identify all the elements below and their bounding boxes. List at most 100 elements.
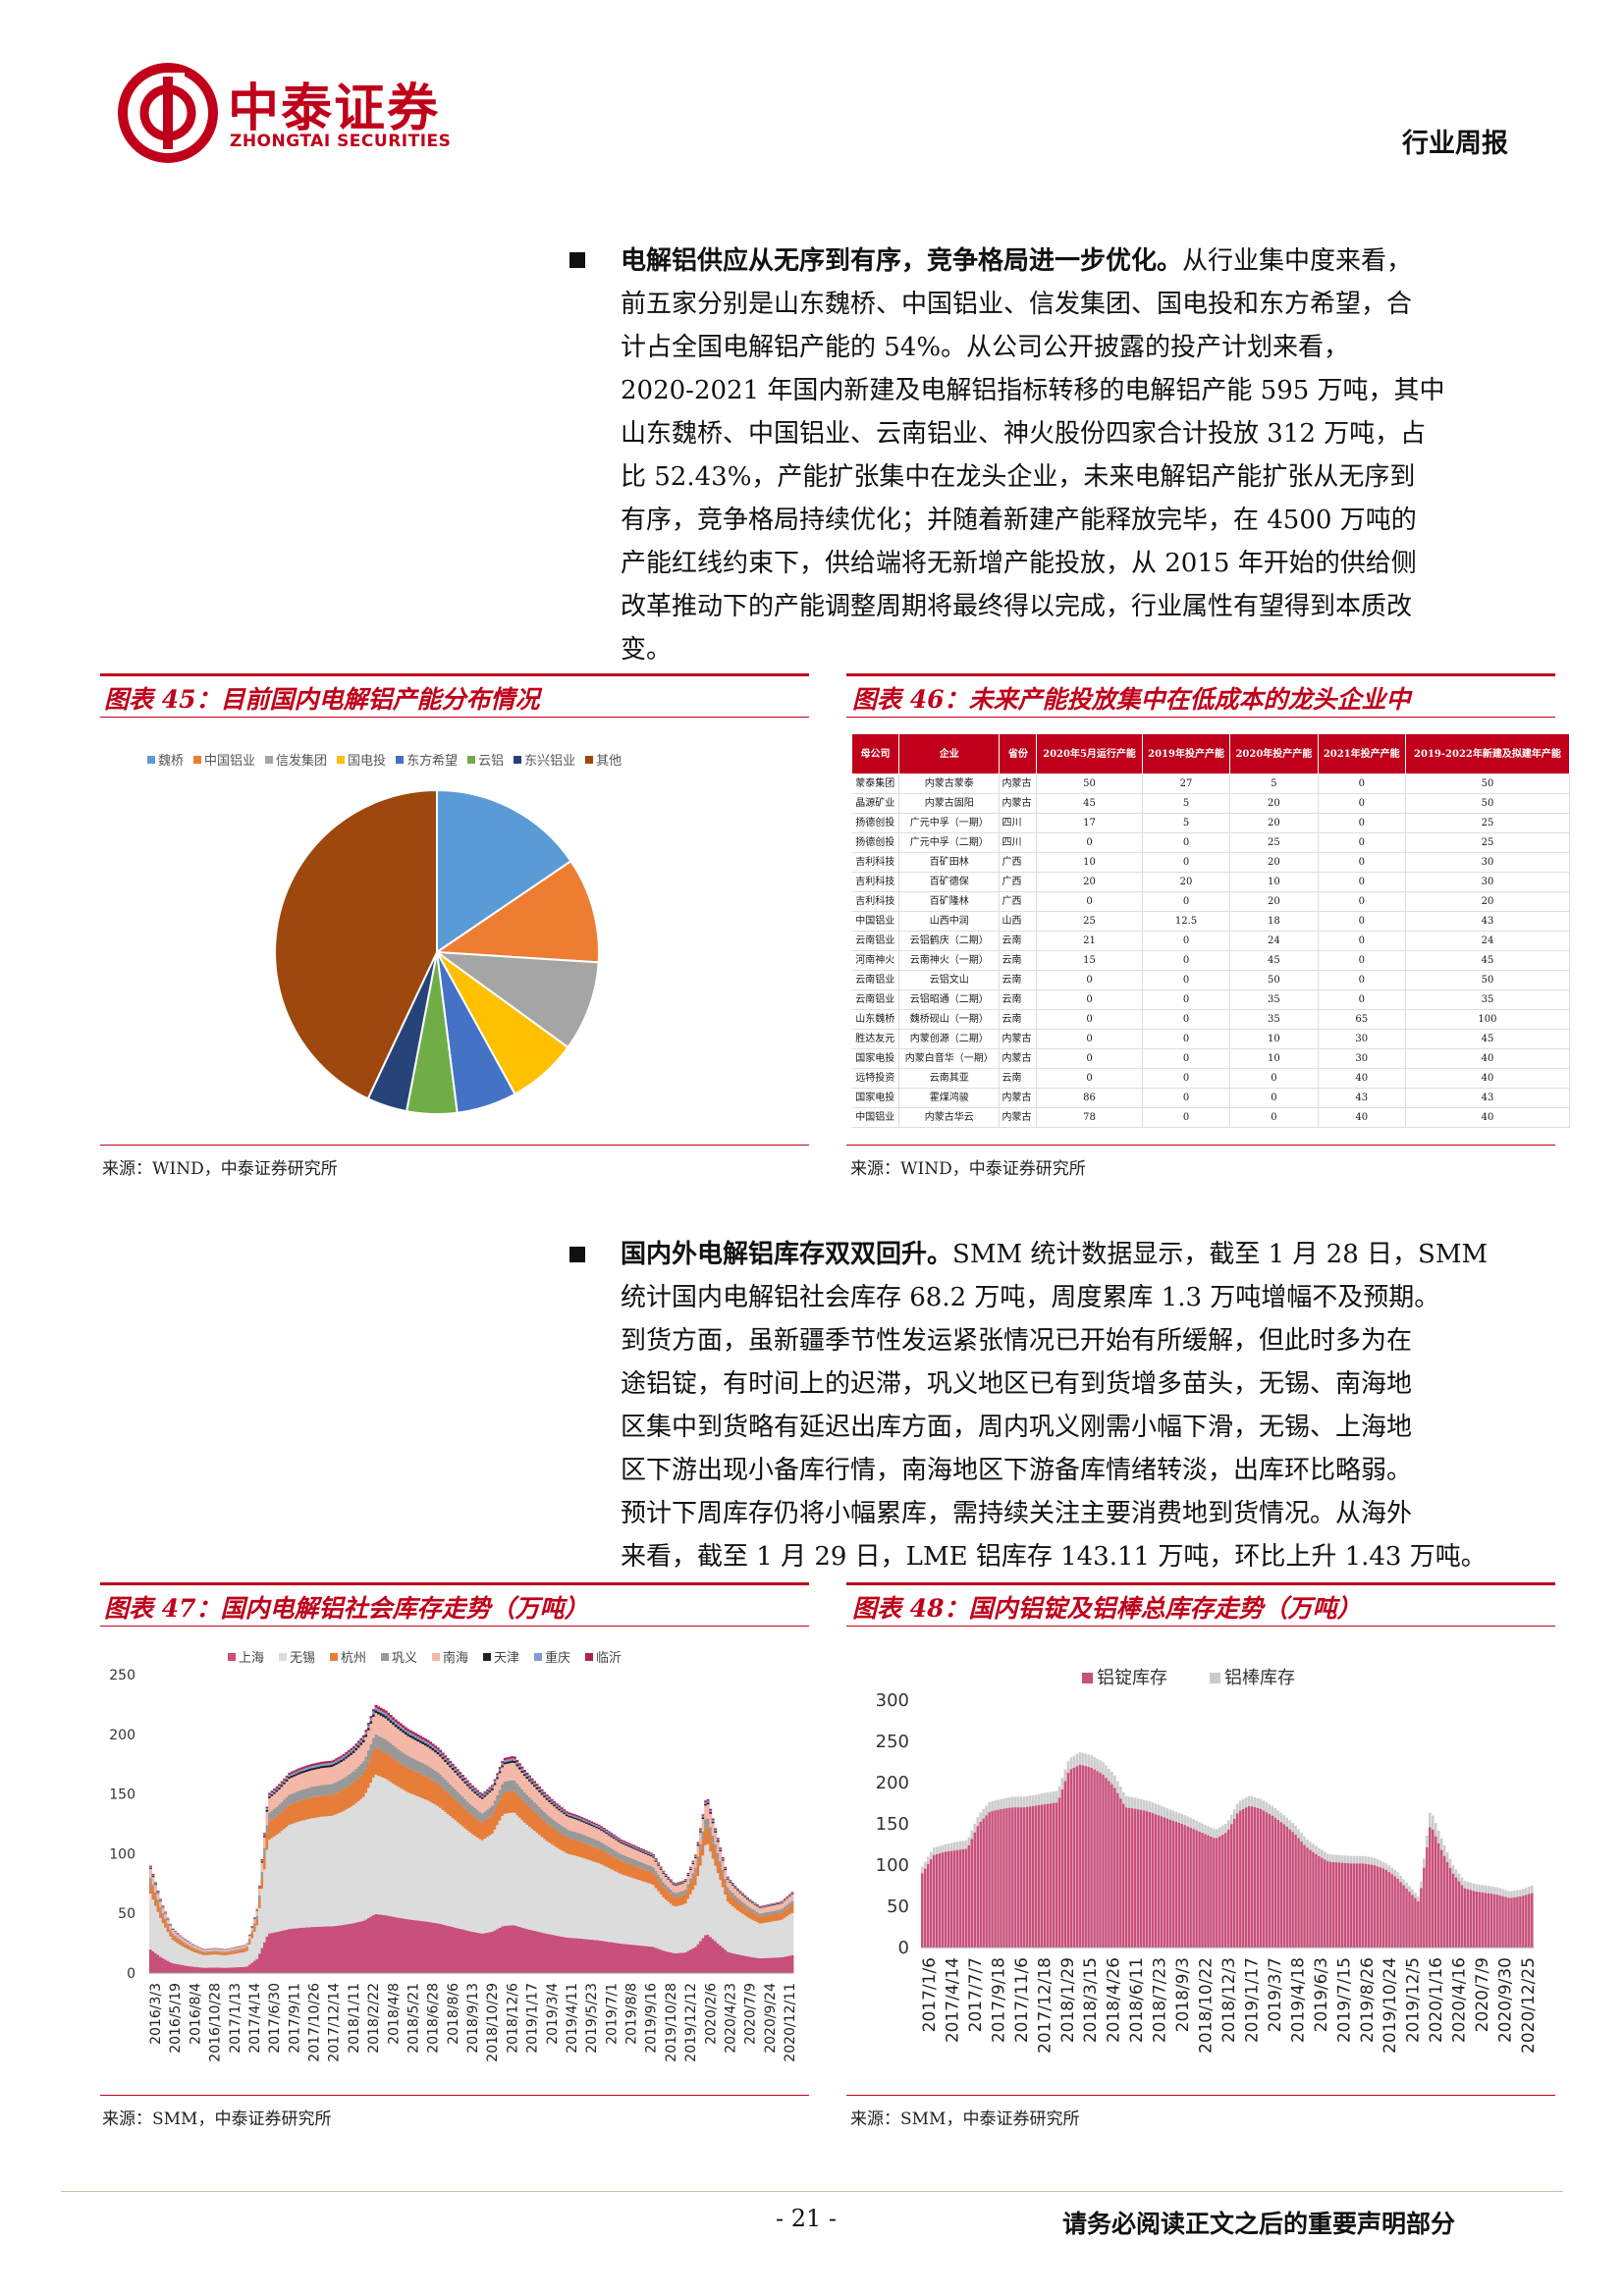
area-segment bbox=[481, 1795, 485, 1797]
area-segment bbox=[605, 1866, 609, 1942]
area-segment bbox=[317, 1785, 321, 1796]
area-segment bbox=[632, 1858, 635, 1866]
area-segment bbox=[389, 1715, 393, 1718]
area-segment bbox=[491, 1787, 495, 1789]
area-segment bbox=[406, 1729, 410, 1732]
bar-ingot-stock bbox=[1373, 1865, 1377, 1948]
area-segment bbox=[706, 1843, 710, 1936]
legend-label: 杭州 bbox=[341, 1651, 366, 1666]
area-segment bbox=[159, 1900, 163, 1907]
area-segment bbox=[374, 1707, 378, 1711]
bar-ingot-stock bbox=[947, 1851, 950, 1948]
area-segment bbox=[644, 1863, 648, 1871]
area-segment bbox=[288, 1794, 292, 1805]
table-cell: 内蒙古蒙泰 bbox=[898, 774, 1001, 794]
area-segment bbox=[465, 1782, 469, 1785]
area-segment bbox=[184, 1943, 188, 1945]
area-segment bbox=[434, 1923, 438, 1973]
area-segment bbox=[465, 1780, 469, 1783]
fig46-source-rule bbox=[846, 1145, 1555, 1146]
area-segment bbox=[634, 1879, 638, 1946]
area-segment bbox=[751, 1956, 755, 1973]
table-cell: 25 bbox=[1036, 911, 1143, 932]
area-segment bbox=[216, 1967, 220, 1973]
area-segment bbox=[426, 1921, 430, 1973]
area-segment bbox=[751, 1919, 755, 1957]
area-segment bbox=[399, 1723, 403, 1727]
area-segment bbox=[597, 1848, 601, 1864]
bar-ingot-stock bbox=[1113, 1788, 1116, 1948]
area-segment bbox=[652, 1855, 656, 1857]
bar-rod-stock bbox=[1387, 1865, 1390, 1873]
area-segment bbox=[498, 1820, 502, 1928]
area-segment bbox=[402, 1725, 406, 1729]
area-segment bbox=[626, 1843, 630, 1845]
fig45-rule bbox=[100, 673, 809, 676]
area-segment bbox=[738, 1903, 742, 1912]
area-segment bbox=[785, 1896, 789, 1898]
area-segment bbox=[332, 1815, 336, 1927]
legend-swatch bbox=[228, 1653, 236, 1661]
area-segment bbox=[513, 1763, 516, 1781]
table-cell: 国家电投 bbox=[851, 1088, 899, 1108]
area-segment bbox=[330, 1794, 334, 1816]
area-segment bbox=[503, 1925, 507, 1973]
area-segment bbox=[535, 1804, 539, 1814]
fig48-source-rule bbox=[846, 2095, 1555, 2096]
area-segment bbox=[719, 1847, 723, 1849]
area-segment bbox=[659, 1866, 663, 1868]
area-segment bbox=[184, 1965, 188, 1973]
bar-rod-stock bbox=[1393, 1869, 1396, 1877]
area-segment bbox=[340, 1755, 344, 1758]
area-segment bbox=[667, 1878, 671, 1880]
area-segment bbox=[637, 1860, 640, 1868]
area-segment bbox=[402, 1789, 406, 1919]
area-segment bbox=[781, 1908, 785, 1913]
area-segment bbox=[468, 1832, 472, 1932]
table-cell: 广元中孚（二期） bbox=[898, 832, 1001, 853]
bar-rod-stock bbox=[1081, 1752, 1084, 1766]
area-segment bbox=[322, 1765, 326, 1768]
area-segment bbox=[721, 1858, 725, 1860]
area-segment bbox=[243, 1949, 246, 1952]
area-segment bbox=[691, 1890, 695, 1949]
table-cell: 山西中润 bbox=[898, 911, 1001, 932]
area-segment bbox=[746, 1916, 749, 1957]
area-segment bbox=[659, 1878, 663, 1884]
bar-rod-stock bbox=[1145, 1800, 1149, 1812]
area-segment bbox=[449, 1763, 453, 1766]
area-segment bbox=[657, 1949, 661, 1973]
area-segment bbox=[280, 1785, 284, 1788]
footer-disclaimer: 请务必阅读正文之后的重要声明部分 bbox=[1062, 2210, 1456, 2238]
area-segment bbox=[533, 1811, 536, 1832]
area-segment bbox=[195, 1950, 199, 1953]
area-segment bbox=[729, 1883, 732, 1891]
area-segment bbox=[293, 1770, 297, 1773]
area-segment bbox=[600, 1849, 604, 1865]
table-cell: 21 bbox=[1036, 931, 1143, 951]
bar-rod-stock bbox=[961, 1841, 965, 1849]
area-segment bbox=[330, 1762, 334, 1765]
area-segment bbox=[563, 1814, 567, 1828]
area-segment bbox=[186, 1949, 189, 1966]
area-segment bbox=[275, 1816, 279, 1836]
area-segment bbox=[582, 1835, 586, 1843]
area-segment bbox=[612, 1834, 616, 1837]
area-segment bbox=[345, 1754, 349, 1757]
table-cell: 广元中孚（一期） bbox=[898, 813, 1001, 833]
area-segment bbox=[706, 1802, 710, 1805]
bar-ingot-stock bbox=[1256, 1807, 1260, 1948]
area-segment bbox=[553, 1829, 557, 1846]
bar-ingot-stock bbox=[1457, 1881, 1461, 1948]
bar-rod-stock bbox=[1291, 1822, 1294, 1833]
bar-ingot-stock bbox=[1423, 1867, 1426, 1948]
bar-ingot-stock bbox=[1519, 1896, 1522, 1948]
area-segment bbox=[501, 1816, 505, 1927]
area-segment bbox=[372, 1714, 375, 1718]
table-cell: 20 bbox=[1036, 872, 1143, 892]
area-segment bbox=[569, 1814, 573, 1817]
table-row: 蒙泰集团 内蒙古蒙泰 内蒙古 50 27 5 0 50 bbox=[851, 774, 1571, 794]
bar-rod-stock bbox=[1055, 1790, 1058, 1803]
area-segment bbox=[714, 1828, 718, 1830]
area-segment bbox=[620, 1839, 623, 1842]
